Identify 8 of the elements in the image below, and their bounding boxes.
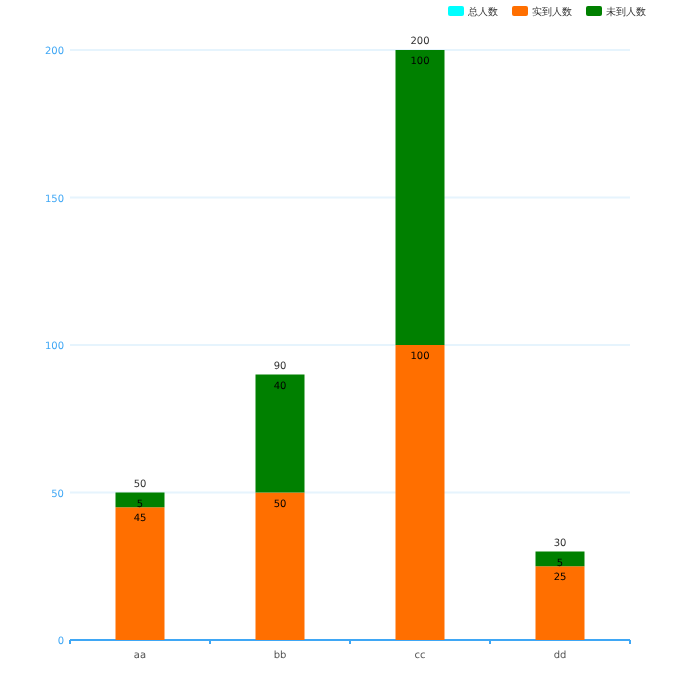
bar xyxy=(395,345,445,640)
bar xyxy=(115,507,165,640)
bar xyxy=(535,551,585,567)
bar xyxy=(255,374,305,493)
bar xyxy=(535,566,585,640)
bar xyxy=(395,50,445,345)
bar xyxy=(115,492,165,508)
bar xyxy=(255,492,305,640)
